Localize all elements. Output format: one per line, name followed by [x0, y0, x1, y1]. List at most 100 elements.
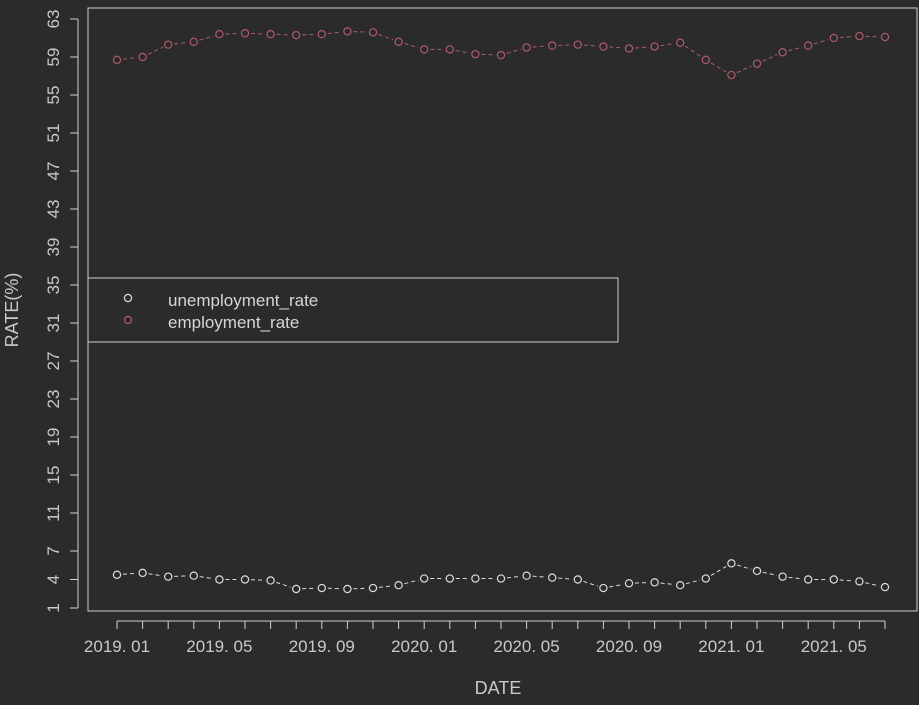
employment-rate-point: [548, 41, 557, 50]
employment-rate-segment: [660, 43, 675, 47]
y-tick-label: 1: [44, 603, 63, 612]
y-axis-title: RATE(%): [2, 273, 22, 348]
unemployment-rate-point: [292, 584, 301, 594]
unemployment-rate-segment: [174, 575, 188, 577]
legend: unemployment_rate employment_rate: [87, 277, 619, 343]
employment-rate-segment: [276, 33, 291, 36]
unemployment-rate-point: [676, 581, 685, 590]
y-tick-label: 51: [44, 124, 63, 143]
unemployment-rate-point: [855, 577, 864, 586]
employment-rate-point: [599, 42, 608, 51]
y-tick-label: 4: [44, 575, 63, 584]
unemployment-rate-point: [240, 575, 250, 584]
legend-marker-unemployment-rate: [123, 293, 133, 303]
employment-rate-point: [189, 37, 198, 47]
y-tick-label: 43: [44, 200, 63, 219]
employment-rate-segment: [122, 57, 137, 60]
employment-rate-point: [880, 32, 890, 42]
unemployment-rate-segment: [276, 581, 291, 588]
y-tick-label: 23: [44, 390, 63, 409]
x-tick-label: 2021. 05: [801, 637, 867, 656]
unemployment-rate-point: [599, 583, 608, 593]
employment-rate-segment: [532, 45, 547, 48]
unemployment-rate-point: [778, 572, 787, 581]
unemployment-rate-segment: [122, 572, 137, 575]
unemployment-rate-segment: [558, 577, 572, 580]
y-tick-label: 11: [44, 504, 63, 522]
employment-rate-point: [368, 28, 378, 37]
x-tick-label: 2019. 09: [289, 637, 355, 656]
unemployment-rate-segment: [762, 571, 777, 576]
y-tick-label: 59: [44, 48, 63, 67]
employment-rate-point: [138, 52, 147, 62]
unemployment-rate-point: [496, 574, 506, 583]
x-tick-label: 2021. 01: [698, 637, 764, 656]
employment-rate-point: [573, 40, 583, 49]
x-tick-label: 2020. 01: [391, 637, 457, 656]
employment-rate-point: [727, 70, 736, 80]
employment-rate-point: [112, 55, 122, 65]
unemployment-rate-point: [829, 575, 839, 584]
legend-box: [87, 277, 619, 343]
employment-rate-point: [343, 27, 352, 36]
employment-rate-point: [215, 30, 224, 39]
unemployment-rate-point: [368, 583, 378, 593]
employment-rate-segment: [506, 48, 521, 54]
unemployment-rate-point: [394, 581, 403, 590]
legend-label-employment-rate: employment_rate: [168, 313, 299, 332]
employment-rate-segment: [327, 31, 342, 35]
employment-rate-point: [163, 40, 173, 49]
employment-rate-point: [471, 49, 480, 59]
unemployment-rate-segment: [634, 582, 649, 584]
employment-rate-segment: [762, 54, 778, 62]
employment-rate-segment: [147, 46, 164, 55]
unemployment-rate-point: [266, 576, 275, 585]
employment-rate-segment: [199, 35, 214, 41]
employment-rate-segment: [302, 33, 316, 36]
employment-rate-segment: [839, 36, 854, 39]
series-unemployment-rate: [112, 559, 890, 594]
unemployment-rate-segment: [148, 573, 163, 577]
employment-rate-point: [701, 55, 711, 65]
unemployment-rate-segment: [737, 564, 752, 570]
unemployment-rate-point: [548, 573, 557, 582]
x-tick-label: 2020. 05: [494, 637, 560, 656]
unemployment-rate-point: [752, 566, 762, 576]
employment-rate-point: [394, 37, 403, 47]
unemployment-rate-segment: [583, 580, 598, 587]
x-tick-label: 2019. 05: [186, 637, 252, 656]
employment-rate-segment: [353, 31, 368, 33]
employment-rate-segment: [710, 62, 727, 73]
employment-rate-segment: [583, 44, 598, 47]
employment-rate-point: [445, 45, 454, 54]
employment-rate-segment: [684, 45, 702, 57]
y-tick-label: 31: [44, 314, 63, 333]
y-tick-label: 63: [44, 10, 63, 29]
unemployment-rate-segment: [609, 583, 624, 588]
employment-rate-segment: [225, 32, 240, 35]
employment-rate-point: [317, 30, 326, 39]
unemployment-rate-segment: [660, 582, 675, 586]
unemployment-rate-point: [420, 574, 429, 583]
y-tick-label: 15: [44, 466, 63, 485]
unemployment-rate-segment: [353, 587, 368, 590]
x-axis: 2019. 01 2019. 05 2019. 09 2020. 01 2020. 05…: [84, 620, 886, 656]
employment-rate-point: [496, 50, 506, 60]
unemployment-rate-segment: [788, 576, 803, 580]
unemployment-rate-point: [215, 575, 224, 584]
unemployment-rate-point: [343, 584, 352, 594]
employment-rate-point: [778, 48, 787, 57]
unemployment-rate-point: [573, 575, 583, 584]
unemployment-rate-point: [317, 583, 326, 593]
x-tick-label: 2020. 09: [596, 637, 662, 656]
unemployment-rate-point: [522, 571, 531, 580]
unemployment-rate-point: [701, 574, 711, 583]
series-layer: [112, 27, 890, 594]
unemployment-rate-point: [727, 559, 736, 568]
x-axis-title: DATE: [475, 678, 522, 698]
unemployment-rate-segment: [685, 579, 701, 585]
unemployment-rate-segment: [865, 582, 880, 587]
series-employment-rate: [112, 27, 890, 80]
